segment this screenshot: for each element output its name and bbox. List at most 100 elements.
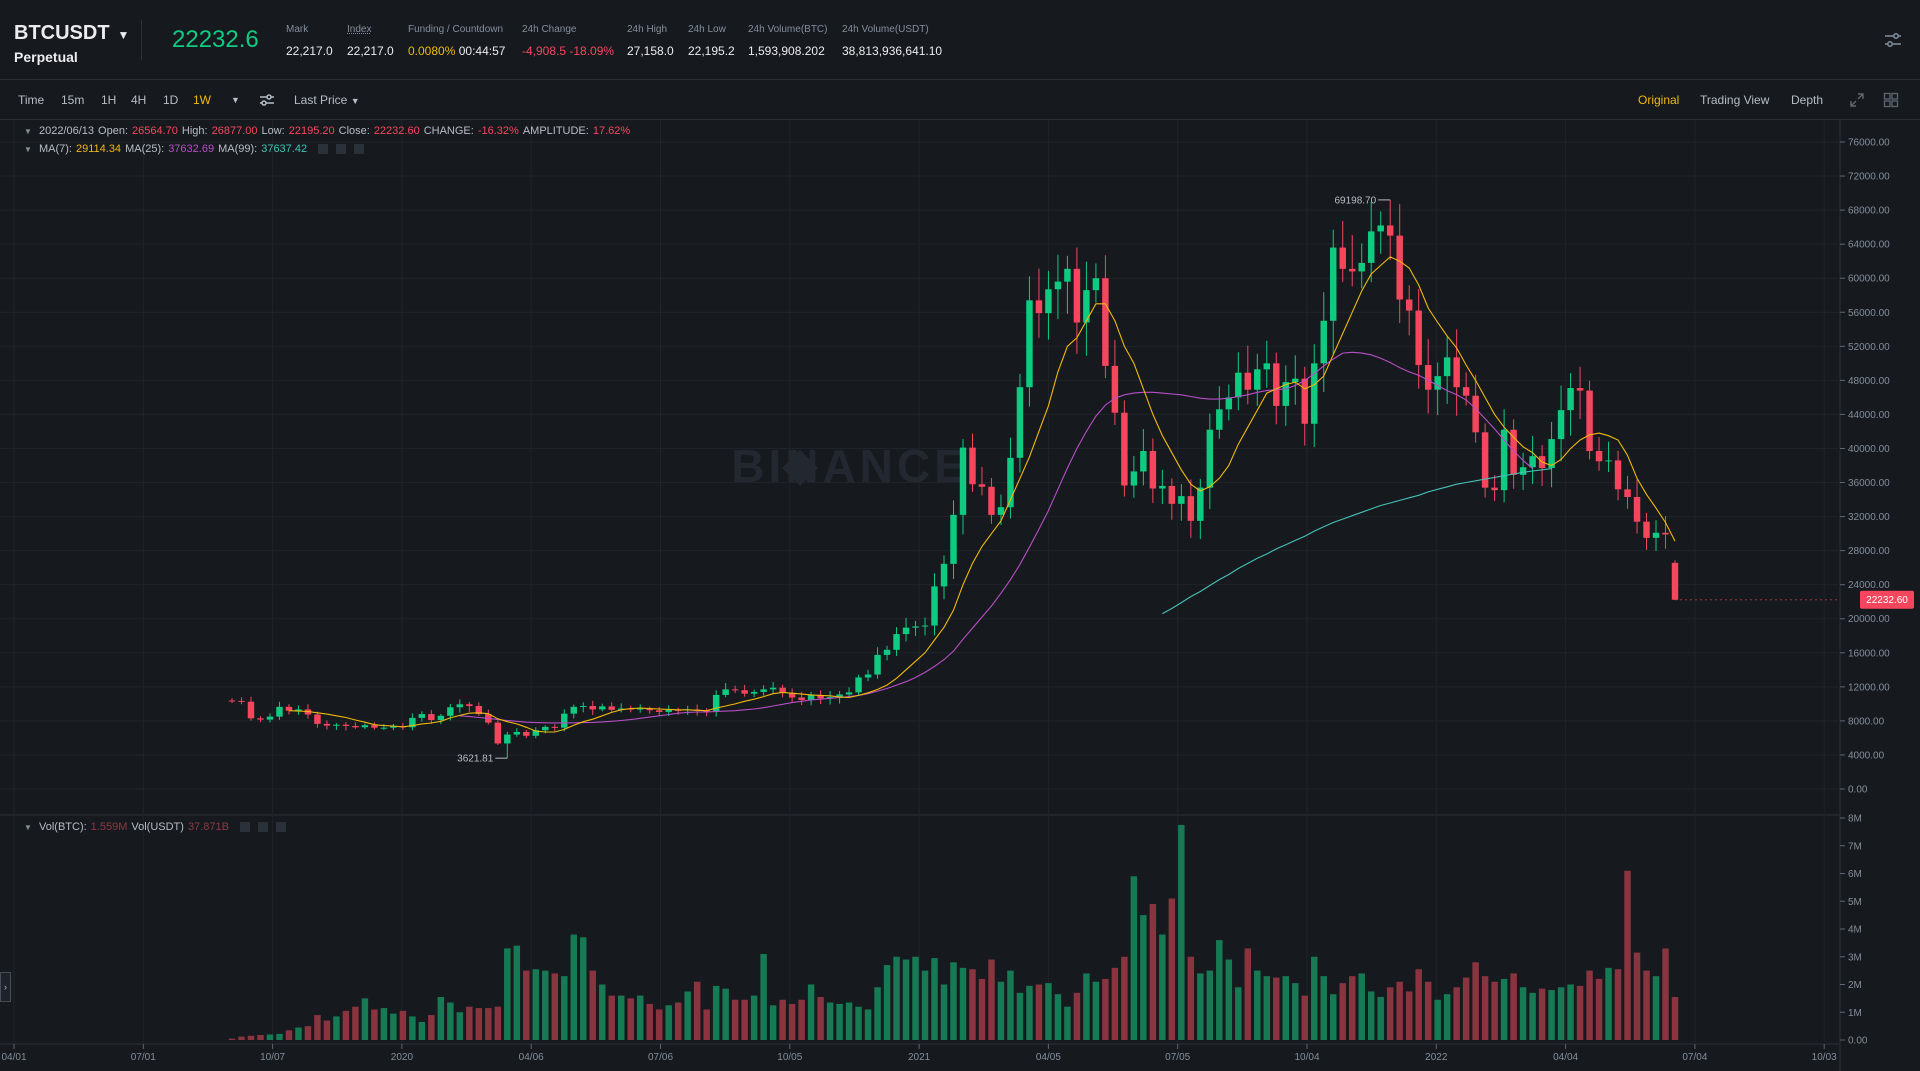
stat-label[interactable]: Index (347, 24, 372, 35)
candle-body (1424, 365, 1432, 390)
volume-bar (589, 970, 596, 1040)
divider (141, 20, 142, 60)
volume-bar (893, 956, 900, 1040)
volume-bar (712, 985, 720, 1040)
time-tick-label: 04/05 (1036, 1052, 1061, 1063)
symbol-selector[interactable]: BTCUSDT ▼ Perpetual (14, 22, 129, 65)
candle-body (1121, 412, 1128, 486)
visibility-toggle-icon[interactable] (318, 144, 329, 155)
volume-bar (561, 976, 568, 1040)
candle-body (1035, 300, 1043, 314)
candle-body (361, 725, 369, 728)
price-type-select[interactable]: Last Price ▼ (294, 93, 360, 107)
volume-bar (285, 1030, 293, 1040)
volume-bar (1026, 985, 1033, 1040)
volume-bar (627, 998, 634, 1040)
candle-body (1586, 390, 1593, 452)
volume-bar (1292, 983, 1299, 1040)
binance-logo-icon (782, 450, 818, 486)
close-icon[interactable] (275, 822, 286, 833)
price-tick-label: 60000.00 (1848, 274, 1890, 285)
funding-values: 0.0080% 00:44:57 (408, 44, 505, 58)
indicators-icon[interactable] (259, 92, 275, 108)
candle-body (1510, 429, 1517, 475)
candle-body (1652, 532, 1660, 538)
visibility-toggle-icon[interactable] (239, 822, 250, 833)
interval-1h[interactable]: 1H (101, 93, 117, 107)
stat-index[interactable]: Index 22,217.0 (347, 24, 394, 58)
volume-bar (1045, 983, 1052, 1040)
settings-icon[interactable] (257, 822, 268, 833)
interval-1w[interactable]: 1W (193, 93, 211, 107)
last-price: 22232.6 (172, 26, 259, 53)
candle-body (1462, 387, 1470, 396)
stat-24h-volume-btc: 24h Volume(BTC) 1,593,908.202 (748, 24, 827, 58)
candle-body (1339, 247, 1346, 269)
candle-body (608, 706, 615, 710)
candle-body (1605, 460, 1612, 462)
volume-bar (418, 1021, 426, 1040)
collapse-icon[interactable]: ▼ (24, 127, 32, 136)
settings-icon[interactable] (336, 144, 347, 155)
candle-body (1292, 378, 1299, 383)
close-icon[interactable] (354, 144, 365, 155)
candle-body (1263, 363, 1271, 370)
volume-bar (399, 1010, 407, 1040)
candle-body (779, 687, 786, 693)
legend-open: 26564.70 (132, 125, 178, 137)
view-original[interactable]: Original (1638, 93, 1680, 107)
interval-time[interactable]: Time (18, 93, 45, 107)
candle-body (988, 486, 995, 515)
candle-body (750, 691, 758, 694)
interval-more-chevron-icon[interactable]: ▼ (231, 95, 240, 105)
view-depth[interactable]: Depth (1791, 93, 1824, 107)
interval-1d[interactable]: 1D (163, 93, 179, 107)
expand-panel-handle[interactable]: › (0, 972, 11, 1002)
price-tick-label: 24000.00 (1848, 580, 1890, 591)
volume-bar (779, 999, 786, 1040)
volume-bar (1159, 934, 1166, 1040)
volume-bar (1434, 999, 1441, 1040)
fullscreen-icon[interactable] (1849, 92, 1865, 108)
interval-15m[interactable]: 15m (61, 93, 85, 107)
volume-bar (1140, 915, 1147, 1040)
interval-4h[interactable]: 4H (131, 93, 147, 107)
view-trading-view[interactable]: Trading View (1700, 93, 1770, 107)
candle-body (352, 726, 359, 728)
vol-usdt-label: Vol(USDT) (131, 821, 184, 833)
collapse-icon[interactable]: ▼ (24, 823, 32, 832)
candle-body (390, 726, 397, 728)
volume-bar (1130, 876, 1138, 1040)
volume-bar (551, 973, 559, 1040)
stat-label: 24h Low (688, 24, 726, 35)
stat-value: 22,217.0 (286, 44, 333, 58)
stat-label: 24h High (627, 24, 668, 35)
stat-label: 24h Volume(BTC) (748, 24, 828, 35)
candle-body (1007, 457, 1014, 508)
stat-24h-volume-usdt: 24h Volume(USDT) 38,813,936,641.10 (842, 24, 942, 58)
price-tick-label: 40000.00 (1848, 444, 1890, 455)
stat-value: 22,217.0 (347, 44, 394, 58)
symbol-name[interactable]: BTCUSDT (14, 22, 110, 44)
layout-grid-icon[interactable] (1883, 92, 1899, 108)
candle-body (1671, 562, 1679, 600)
candle-body (855, 677, 862, 693)
chevron-down-icon[interactable]: ▼ (117, 27, 130, 42)
candle-body (722, 689, 729, 695)
candle-body (380, 727, 388, 729)
candle-body (1045, 289, 1052, 314)
volume-bar (380, 1008, 388, 1040)
volume-bar (1624, 870, 1631, 1040)
candle-body (1235, 372, 1242, 398)
legend-amplitude: 17.62% (592, 125, 631, 137)
stat-funding: Funding / Countdown 0.0080% 00:44:57 (408, 24, 505, 58)
volume-bar (1652, 976, 1660, 1040)
volume-bar (1121, 956, 1128, 1040)
stat-value: 38,813,936,641.10 (842, 44, 943, 58)
collapse-icon[interactable]: ▼ (24, 145, 32, 154)
candle-body (504, 734, 511, 744)
settings-sliders-icon[interactable] (1884, 32, 1902, 48)
candle-body (1320, 320, 1327, 364)
candle-body (978, 484, 986, 487)
